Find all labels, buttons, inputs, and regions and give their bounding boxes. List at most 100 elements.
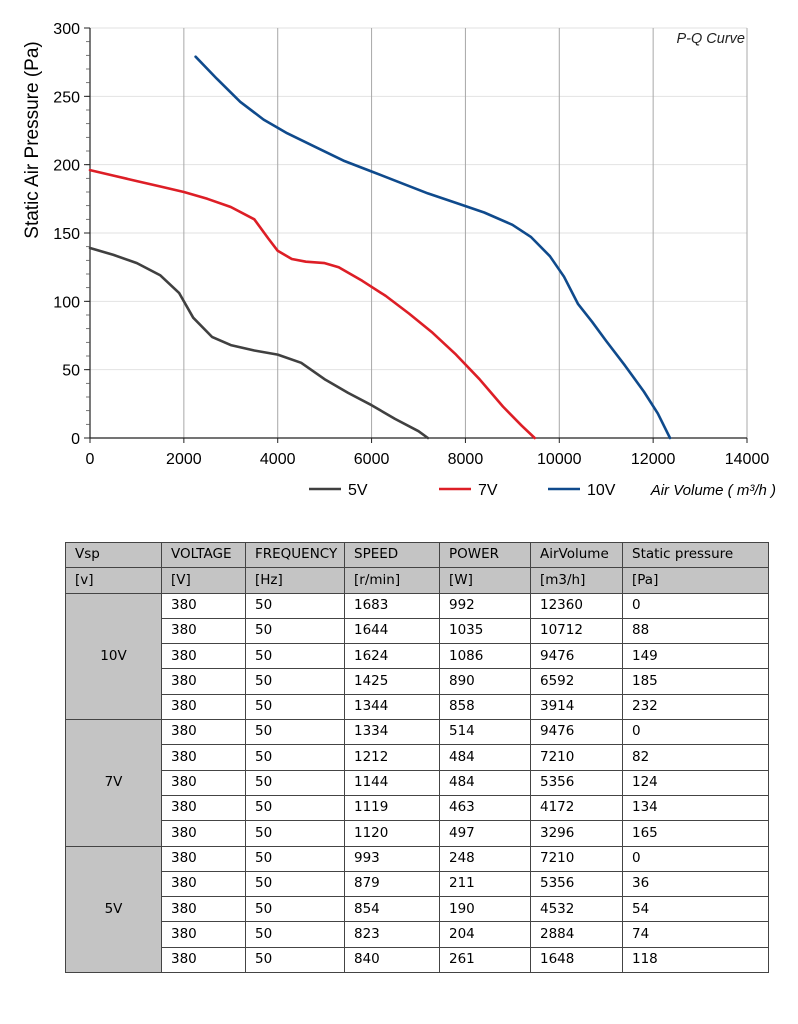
table-header-row: Vsp VOLTAGE FREQUENCY SPEED POWER AirVolume St… bbox=[65, 541, 769, 569]
x-tick-label: 0 bbox=[86, 451, 95, 468]
table-cell: 1644 bbox=[344, 617, 440, 645]
table-cell: 497 bbox=[439, 820, 531, 847]
table-cell: 3914 bbox=[530, 693, 623, 721]
table-cell: 380 bbox=[161, 592, 246, 619]
table-cell: 12360 bbox=[530, 592, 623, 619]
vsp-group-cell: 5V bbox=[65, 845, 162, 974]
table-cell: 380 bbox=[161, 870, 246, 898]
legend-label-10v: 10V bbox=[587, 482, 616, 499]
table-cell: 232 bbox=[622, 693, 769, 721]
table-cell: 1344 bbox=[344, 693, 440, 721]
table-cell: 0 bbox=[622, 845, 769, 872]
spec-table: Vsp VOLTAGE FREQUENCY SPEED POWER AirVolume St… bbox=[65, 541, 769, 974]
table-cell: 380 bbox=[161, 794, 246, 822]
table-cell: 149 bbox=[622, 643, 769, 670]
series-line-5v bbox=[88, 246, 430, 440]
table-row: 380 50 1344 858 3914 232 bbox=[66, 693, 769, 721]
y-tick-label: 100 bbox=[53, 294, 80, 311]
table-cell: 50 bbox=[245, 668, 345, 695]
table-units-row: [v] [V] [Hz] [r/min] [W] [m3/h] [Pa] bbox=[65, 567, 769, 594]
axes bbox=[84, 27, 748, 443]
table-cell: 50 bbox=[245, 946, 345, 974]
legend-label-7v: 7V bbox=[478, 482, 498, 499]
header-cell: AirVolume bbox=[530, 541, 623, 569]
table-cell: 1624 bbox=[344, 643, 440, 670]
unit-cell: [V] bbox=[161, 567, 246, 594]
vsp-group-cell: 7V bbox=[65, 719, 162, 847]
table-cell: 380 bbox=[161, 921, 246, 948]
x-tick-label: 6000 bbox=[354, 451, 390, 468]
header-cell: SPEED bbox=[344, 541, 440, 569]
y-tick-label: 250 bbox=[53, 89, 80, 106]
table-cell: 380 bbox=[161, 744, 246, 771]
legend-label-5v: 5V bbox=[348, 482, 368, 499]
table-cell: 879 bbox=[344, 870, 440, 898]
header-cell: VOLTAGE bbox=[161, 541, 246, 569]
table-cell: 1144 bbox=[344, 769, 440, 796]
table-row: 380 50 854 190 4532 54 bbox=[66, 896, 769, 923]
table-cell: 7210 bbox=[530, 744, 623, 771]
series-line-7v bbox=[88, 168, 537, 440]
table-cell: 890 bbox=[439, 668, 531, 695]
table-cell: 190 bbox=[439, 896, 531, 923]
table-row: 10V 380 50 1683 992 12360 0 bbox=[65, 592, 769, 721]
table-cell: 124 bbox=[622, 769, 769, 796]
table-cell: 1119 bbox=[344, 794, 440, 822]
y-tick-label: 150 bbox=[53, 226, 80, 243]
table-cell: 1648 bbox=[530, 946, 623, 974]
table-cell: 380 bbox=[161, 946, 246, 974]
unit-cell: [v] bbox=[65, 567, 162, 594]
table-row: 380 50 1212 484 7210 82 bbox=[66, 744, 769, 771]
table-cell: 992 bbox=[439, 592, 531, 619]
grid bbox=[90, 27, 748, 438]
table-cell: 858 bbox=[439, 693, 531, 721]
table-cell: 50 bbox=[245, 643, 345, 670]
table-cell: 484 bbox=[439, 769, 531, 796]
table-cell: 0 bbox=[622, 719, 769, 746]
x-tick-label: 2000 bbox=[166, 451, 202, 468]
table-cell: 854 bbox=[344, 896, 440, 923]
y-tick-label: 300 bbox=[53, 21, 80, 38]
table-cell: 1683 bbox=[344, 592, 440, 619]
table-cell: 514 bbox=[439, 719, 531, 746]
table-cell: 6592 bbox=[530, 668, 623, 695]
table-cell: 82 bbox=[622, 744, 769, 771]
x-tick-label: 12000 bbox=[631, 451, 676, 468]
unit-cell: [W] bbox=[439, 567, 531, 594]
table-cell: 5356 bbox=[530, 769, 623, 796]
y-axis-label: Static Air Pressure (Pa) bbox=[22, 41, 43, 238]
series-line-10v bbox=[194, 55, 672, 440]
table-cell: 248 bbox=[439, 845, 531, 872]
table-cell: 380 bbox=[161, 643, 246, 670]
table-cell: 204 bbox=[439, 921, 531, 948]
table-cell: 1086 bbox=[439, 643, 531, 670]
spec-table-body: Vsp VOLTAGE FREQUENCY SPEED POWER AirVolume St… bbox=[65, 541, 769, 974]
header-cell: FREQUENCY bbox=[245, 541, 345, 569]
table-cell: 50 bbox=[245, 719, 345, 746]
table-cell: 1334 bbox=[344, 719, 440, 746]
x-tick-labels: 0 2000 4000 6000 8000 10000 12000 14000 bbox=[86, 451, 770, 468]
table-cell: 380 bbox=[161, 820, 246, 847]
vsp-group-cell: 10V bbox=[65, 592, 162, 721]
table-cell: 10712 bbox=[530, 617, 623, 645]
series-lines bbox=[88, 55, 672, 440]
table-cell: 1120 bbox=[344, 820, 440, 847]
table-row: 380 50 1120 497 3296 165 bbox=[66, 820, 769, 847]
table-cell: 50 bbox=[245, 769, 345, 796]
unit-cell: [r/min] bbox=[344, 567, 440, 594]
table-row: 380 50 1644 1035 10712 88 bbox=[66, 617, 769, 645]
table-cell: 1212 bbox=[344, 744, 440, 771]
header-cell: Vsp bbox=[65, 541, 162, 569]
table-cell: 1425 bbox=[344, 668, 440, 695]
table-row: 380 50 1624 1086 9476 149 bbox=[66, 643, 769, 670]
y-tick-label: 0 bbox=[71, 431, 80, 448]
table-cell: 50 bbox=[245, 744, 345, 771]
table-row: 380 50 823 204 2884 74 bbox=[66, 921, 769, 948]
table-cell: 54 bbox=[622, 896, 769, 923]
table-cell: 4532 bbox=[530, 896, 623, 923]
table-row: 5V 380 50 993 248 7210 0 bbox=[65, 845, 769, 974]
table-cell: 50 bbox=[245, 794, 345, 822]
table-cell: 3296 bbox=[530, 820, 623, 847]
table-cell: 50 bbox=[245, 870, 345, 898]
table-cell: 134 bbox=[622, 794, 769, 822]
